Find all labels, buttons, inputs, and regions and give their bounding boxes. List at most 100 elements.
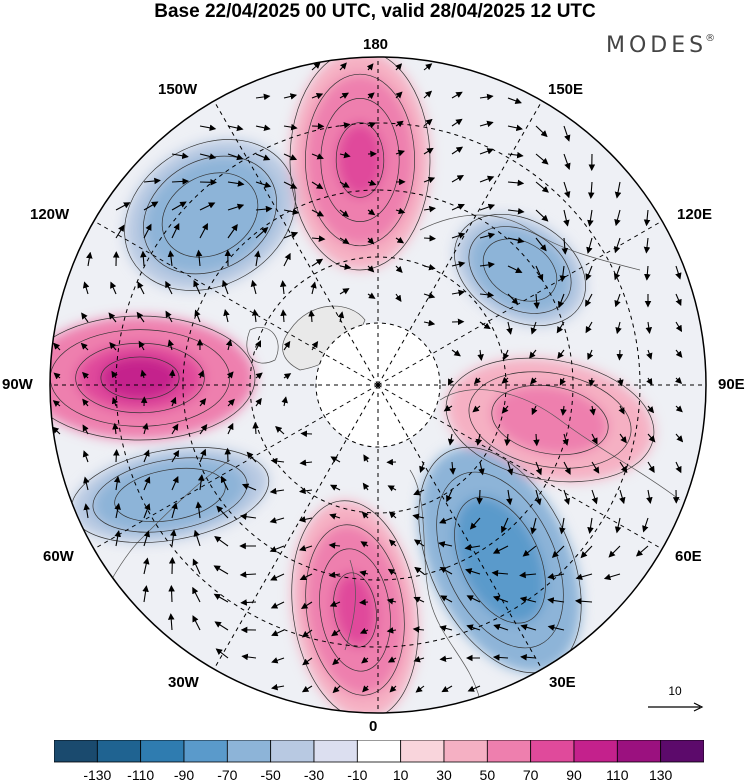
wind-arrow — [507, 97, 522, 104]
wind-arrow — [271, 629, 285, 637]
wind-arrow — [575, 573, 593, 581]
wind-arrow — [441, 685, 453, 693]
wind-arrow — [114, 530, 121, 547]
wind-arrow — [299, 573, 313, 581]
wind-arrow — [387, 656, 397, 663]
wind-arrow — [171, 201, 187, 211]
wind-arrow — [386, 627, 397, 634]
wind-arrow — [559, 377, 566, 386]
colorbar-swatch — [616, 740, 662, 763]
wind-arrow — [251, 308, 259, 323]
wind-arrow — [466, 595, 481, 603]
wind-arrow — [81, 312, 89, 323]
wind-arrow — [438, 541, 453, 548]
wind-arrow — [647, 405, 655, 414]
contour-line — [305, 524, 405, 696]
wind-arrow — [283, 231, 299, 239]
wind-arrow — [563, 489, 571, 506]
wind-arrow — [413, 539, 425, 547]
wind-arrow — [423, 264, 436, 271]
wind-arrow — [240, 599, 257, 606]
wind-arrow — [143, 476, 151, 491]
wind-arrow — [82, 371, 89, 379]
contour-line — [143, 155, 277, 275]
colorbar-swatch — [140, 740, 185, 763]
wind-arrow — [283, 93, 298, 100]
wind-arrow — [413, 596, 425, 603]
wind-arrow — [563, 461, 571, 475]
wind-arrow — [301, 629, 313, 638]
wind-arrow — [608, 545, 621, 558]
wind-arrow — [171, 423, 179, 435]
lon-label-150w: 150W — [158, 81, 198, 98]
wind-arrow — [283, 153, 298, 161]
wind-arrow — [501, 376, 509, 384]
wind-arrow — [439, 655, 453, 663]
wind-arrow — [361, 511, 369, 519]
wind-arrow — [506, 461, 514, 476]
wind-arrow — [440, 595, 453, 603]
wind-arrow — [492, 545, 509, 554]
wind-arrow — [580, 545, 593, 559]
wind-arrow — [675, 433, 684, 443]
wind-arrow — [52, 426, 61, 435]
wind-arrow — [423, 319, 436, 327]
wind-arrow — [270, 683, 285, 691]
wind-arrow — [142, 422, 149, 435]
colorbar-swatch — [530, 740, 575, 763]
wind-arrow — [535, 489, 542, 506]
wind-arrow — [447, 433, 455, 446]
wind-arrow — [675, 265, 682, 280]
wind-arrow — [479, 261, 495, 269]
wind-arrow — [241, 653, 257, 661]
reference-vector-arrow — [648, 702, 704, 712]
wind-arrow — [501, 517, 509, 534]
wind-arrow — [501, 405, 509, 414]
wind-arrow — [113, 449, 120, 463]
wind-arrow — [675, 349, 683, 358]
meridian-line — [91, 384, 379, 551]
wind-arrow — [615, 321, 622, 335]
wind-arrow — [503, 349, 510, 361]
wind-arrow — [479, 232, 496, 239]
colorbar-tick-label: 30 — [436, 767, 452, 783]
wind-arrow — [556, 321, 565, 334]
positive-anomaly-region — [491, 385, 609, 455]
wind-arrow — [479, 120, 494, 128]
wind-vectors — [52, 62, 684, 694]
wind-arrow — [395, 63, 403, 71]
wind-arrow — [367, 122, 377, 129]
negative-anomaly-region — [162, 172, 258, 258]
wind-arrow — [143, 503, 151, 519]
wind-arrow — [215, 648, 229, 659]
meridian-line — [377, 384, 544, 672]
wind-arrow — [476, 489, 483, 505]
wind-arrow — [302, 657, 313, 666]
wind-arrow — [227, 422, 234, 435]
registered-mark: ® — [705, 33, 716, 44]
colorbar-swatch — [443, 740, 488, 763]
wind-arrow — [214, 621, 229, 631]
wind-arrow — [560, 405, 567, 416]
wind-arrow — [646, 377, 653, 386]
wind-arrow — [563, 181, 571, 199]
map-border — [49, 56, 707, 714]
wind-arrow — [557, 293, 565, 309]
modes-logo: MODES® — [606, 33, 715, 58]
wind-arrow — [563, 125, 571, 142]
contour-line — [305, 73, 415, 247]
colorbar-tick-label: 130 — [648, 767, 673, 783]
wind-arrow — [367, 92, 375, 100]
wind-arrow — [614, 293, 621, 308]
wind-arrow — [136, 311, 145, 323]
wind-arrow — [451, 232, 466, 239]
wind-arrow — [507, 124, 523, 132]
colorbar-tick-label: 10 — [392, 767, 409, 783]
wind-arrow — [587, 517, 594, 534]
wind-arrow — [255, 205, 273, 213]
colorbar-swatch — [486, 740, 532, 763]
wind-arrow — [387, 485, 397, 492]
wind-arrow — [255, 226, 269, 239]
wind-arrow — [227, 398, 235, 407]
wind-arrow — [587, 181, 595, 200]
